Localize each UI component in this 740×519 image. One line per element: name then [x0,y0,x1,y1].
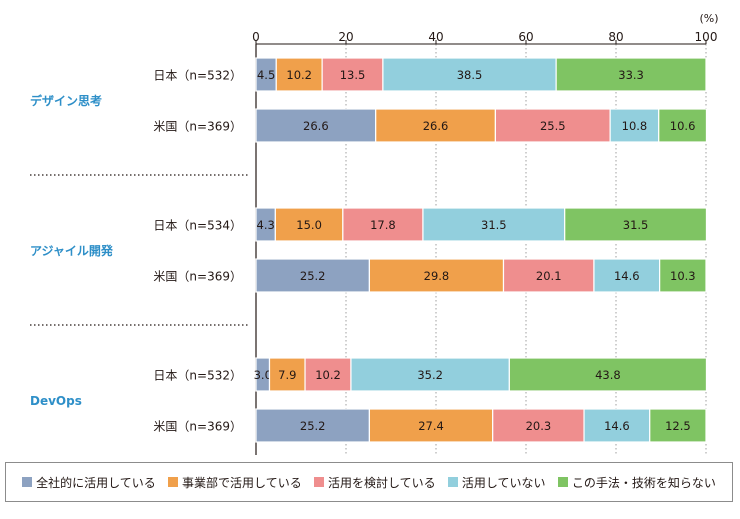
data-label-2-0-4: 43.8 [595,368,621,382]
legend-item-3: 活用していない [447,474,546,491]
data-label-0-1-2: 25.5 [540,119,566,133]
legend-label-4: この手法・技術を知らない [571,475,716,490]
x-tick-label-3: 60 [518,30,533,44]
row-label-1-1: 米国（n=369） [153,270,242,284]
data-label-2-1-3: 14.6 [604,419,630,433]
data-label-0-0-3: 38.5 [457,68,483,82]
bar-segment-1-1-1 [368,258,505,293]
row-label-1-0: 日本（n=534） [153,219,242,233]
bar-segment-1-0-4 [564,207,708,242]
data-label-1-0-2: 17.8 [370,218,396,232]
data-label-1-0-0: 4.3 [257,218,275,232]
bar-segment-0-0-4 [555,57,707,92]
bar-segment-0-1-4 [658,108,708,143]
data-label-0-1-3: 10.8 [622,119,648,133]
data-label-0-0-1: 10.2 [286,68,312,82]
bar-segment-0-0-1 [275,57,323,92]
data-label-0-1-4: 10.6 [670,119,696,133]
data-label-0-0-0: 4.5 [257,68,275,82]
data-label-0-1-0: 26.6 [303,119,329,133]
data-label-0-0-4: 33.3 [618,68,644,82]
bar-segment-0-1-3 [609,108,660,143]
bar-segment-2-0-4 [508,357,708,392]
data-label-1-1-3: 14.6 [614,269,640,283]
data-label-0-1-1: 26.6 [423,119,449,133]
data-label-1-1-1: 29.8 [424,269,450,283]
legend-swatch-0 [22,477,33,487]
row-label-2-1: 米国（n=369） [153,420,242,434]
group-label-0: デザイン思考 [30,93,102,108]
data-label-1-1-4: 10.3 [670,269,696,283]
bar-segment-1-0-3 [422,207,566,242]
bar-segment-2-1-2 [492,408,585,443]
x-tick-label-4: 80 [608,30,623,44]
data-label-1-1-2: 20.1 [536,269,562,283]
bar-segment-1-1-0 [255,258,371,293]
data-label-1-0-4: 31.5 [623,218,649,232]
legend-item-4: この手法・技術を知らない [557,474,716,491]
legend-label-2: 活用を検討している [327,475,436,490]
chart-legend: 全社的に活用している 事業部で活用している 活用を検討している 活用していない … [5,462,733,502]
data-label-2-0-2: 10.2 [315,368,341,382]
row-label-0-1: 米国（n=369） [153,120,242,134]
data-label-2-1-4: 12.5 [665,419,691,433]
data-label-1-0-1: 15.0 [296,218,322,232]
row-label-2-0: 日本（n=532） [153,369,242,383]
x-tick-label-1: 20 [338,30,353,44]
bar-segment-2-1-4 [649,408,707,443]
data-label-2-1-0: 25.2 [300,419,326,433]
data-label-1-1-0: 25.2 [300,269,326,283]
bar-segment-1-1-3 [593,258,661,293]
group-label-1: アジャイル開発 [30,243,114,258]
bar-segment-2-0-3 [350,357,510,392]
bar-segment-0-0-3 [382,57,557,92]
data-label-0-0-2: 13.5 [340,68,366,82]
legend-label-1: 事業部で活用している [182,475,302,490]
data-label-2-0-0: 3.0 [254,368,272,382]
data-label-2-0-3: 35.2 [417,368,443,382]
legend-swatch-1 [168,477,179,487]
x-tick-label-0: 0 [252,30,260,44]
legend-item-1: 事業部で活用している [168,474,302,491]
bar-segment-0-1-0 [255,108,377,143]
legend-label-0: 全社的に活用している [36,475,156,490]
legend-label-3: 活用していない [461,475,546,490]
legend-swatch-4 [557,477,568,487]
x-tick-label-2: 40 [428,30,443,44]
bar-segment-1-0-1 [274,207,344,242]
bar-segment-2-1-0 [255,408,371,443]
row-label-0-0: 日本（n=532） [153,69,242,83]
group-label-2: DevOps [30,394,82,408]
bar-segment-2-0-1 [268,357,306,392]
data-label-2-1-2: 20.3 [526,419,552,433]
legend-swatch-3 [447,477,458,487]
legend-swatch-2 [313,477,324,487]
bar-segment-0-1-2 [494,108,611,143]
legend-item-2: 活用を検討している [313,474,436,491]
bar-segment-0-1-1 [375,108,497,143]
data-label-2-0-1: 7.9 [278,368,296,382]
data-label-1-0-3: 31.5 [481,218,507,232]
bar-segment-2-1-1 [368,408,494,443]
legend-item-0: 全社的に活用している [22,474,156,491]
data-label-2-1-1: 27.4 [418,419,444,433]
x-tick-label-5: 100 [695,30,718,44]
bar-segment-1-1-2 [502,258,595,293]
bar-segment-1-1-4 [659,258,707,293]
x-unit-label: (%) [699,12,718,25]
